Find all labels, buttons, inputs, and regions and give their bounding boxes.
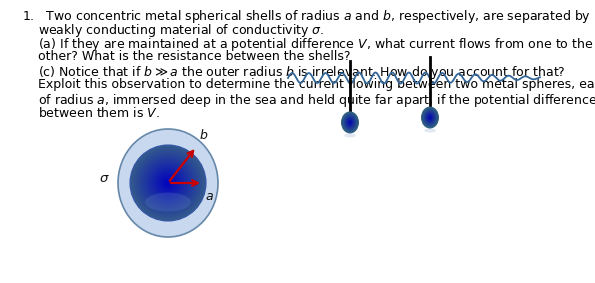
Circle shape xyxy=(155,170,181,196)
Ellipse shape xyxy=(344,115,356,130)
Text: Exploit this observation to determine the current flowing between two metal sphe: Exploit this observation to determine th… xyxy=(38,78,595,91)
Text: (a) If they are maintained at a potential difference $V$, what current flows fro: (a) If they are maintained at a potentia… xyxy=(38,36,594,53)
Circle shape xyxy=(156,171,180,194)
Circle shape xyxy=(139,155,196,211)
Ellipse shape xyxy=(427,114,433,121)
Text: of radius $a$, immersed deep in the sea and held quite far apart, if the potenti: of radius $a$, immersed deep in the sea … xyxy=(38,92,595,109)
Text: 1.   Two concentric metal spherical shells of radius $a$ and $b$, respectively, : 1. Two concentric metal spherical shells… xyxy=(22,8,591,25)
Circle shape xyxy=(153,168,183,198)
Text: weakly conducting material of conductivity $\sigma$.: weakly conducting material of conductivi… xyxy=(38,22,324,39)
Circle shape xyxy=(158,173,177,192)
Circle shape xyxy=(143,158,193,208)
Circle shape xyxy=(136,151,201,215)
Circle shape xyxy=(147,162,189,204)
Text: other? What is the resistance between the shells?: other? What is the resistance between th… xyxy=(38,50,350,63)
Ellipse shape xyxy=(429,116,431,119)
Circle shape xyxy=(137,153,198,213)
Ellipse shape xyxy=(428,115,433,121)
Ellipse shape xyxy=(425,112,435,123)
Ellipse shape xyxy=(347,119,353,126)
Text: (c) Notice that if $b \gg a$ the outer radius $b$ is irrelevant. How do you acco: (c) Notice that if $b \gg a$ the outer r… xyxy=(38,64,566,81)
Ellipse shape xyxy=(424,128,436,132)
Text: $\sigma$: $\sigma$ xyxy=(99,173,110,185)
Ellipse shape xyxy=(344,134,356,138)
Ellipse shape xyxy=(349,121,351,124)
Circle shape xyxy=(142,156,195,210)
Ellipse shape xyxy=(424,110,437,126)
Circle shape xyxy=(149,164,187,202)
Ellipse shape xyxy=(343,114,356,130)
Circle shape xyxy=(162,177,174,189)
Ellipse shape xyxy=(430,117,431,118)
Text: $a$: $a$ xyxy=(205,190,214,203)
Ellipse shape xyxy=(342,112,358,133)
Ellipse shape xyxy=(341,112,359,134)
Ellipse shape xyxy=(347,119,352,125)
Ellipse shape xyxy=(346,117,354,128)
Ellipse shape xyxy=(427,113,434,122)
Ellipse shape xyxy=(422,108,438,127)
Ellipse shape xyxy=(425,111,436,124)
Ellipse shape xyxy=(349,122,350,123)
Ellipse shape xyxy=(348,120,352,125)
Text: between them is $V$.: between them is $V$. xyxy=(38,106,160,120)
Ellipse shape xyxy=(422,107,439,128)
Circle shape xyxy=(132,147,204,219)
Ellipse shape xyxy=(343,114,357,131)
Text: $b$: $b$ xyxy=(199,128,209,142)
Circle shape xyxy=(151,166,185,200)
Ellipse shape xyxy=(346,118,353,127)
Circle shape xyxy=(164,179,172,187)
Circle shape xyxy=(134,149,202,217)
Ellipse shape xyxy=(345,117,355,128)
Ellipse shape xyxy=(145,192,191,211)
Circle shape xyxy=(166,181,170,185)
Ellipse shape xyxy=(345,116,355,129)
Ellipse shape xyxy=(118,129,218,237)
Ellipse shape xyxy=(421,106,439,128)
Ellipse shape xyxy=(426,112,434,123)
Ellipse shape xyxy=(424,110,436,125)
Circle shape xyxy=(161,175,176,190)
Circle shape xyxy=(145,160,191,206)
Circle shape xyxy=(130,145,206,221)
Ellipse shape xyxy=(342,113,358,132)
Ellipse shape xyxy=(423,109,437,126)
Ellipse shape xyxy=(428,115,432,120)
